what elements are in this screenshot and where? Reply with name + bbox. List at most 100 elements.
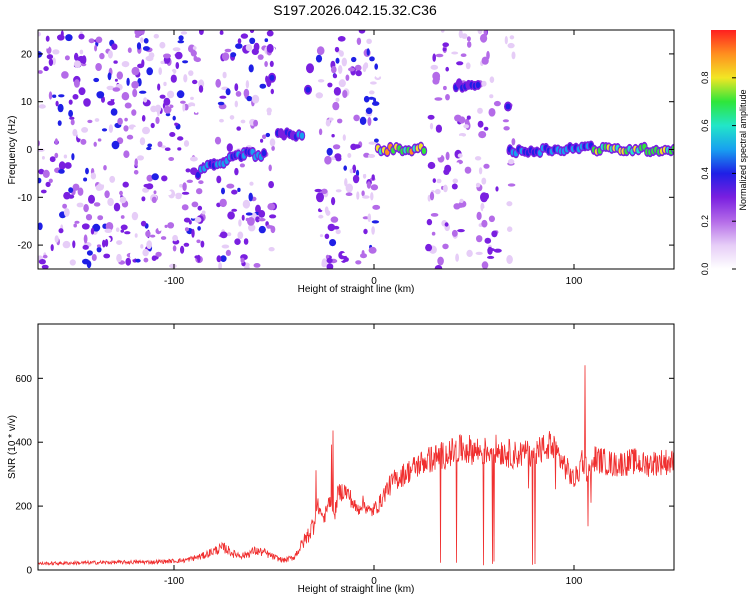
spectrogram-noise-cell [194, 255, 200, 259]
spectrogram-noise-cell [68, 187, 74, 194]
spectrogram-noise-cell [113, 202, 121, 212]
spectrogram-noise-cell [41, 236, 48, 242]
spectrogram-noise-cell [483, 126, 489, 131]
spectrogram-noise-cell [139, 90, 147, 94]
spectrogram-noise-cell [464, 166, 472, 174]
spectrogram-noise-cell [153, 33, 159, 39]
spectrogram-blob-core [307, 65, 313, 72]
colorbar-tick-label: 0.0 [700, 263, 710, 276]
spectrogram-noise-cell [249, 37, 256, 44]
spectrogram-noise-cell [69, 259, 76, 266]
spectrogram-noise-cell [335, 189, 342, 193]
spectrogram-noise-cell [159, 41, 166, 49]
spectrogram-noise-cell [370, 81, 377, 85]
colorbar-axis: 0.0 0.2 0.4 0.6 0.8 [700, 72, 736, 276]
spectrogram-noise-cell [155, 116, 160, 124]
spectrogram-noise-cell [95, 36, 103, 44]
spectrogram-noise-cell [57, 34, 65, 41]
spectrogram-noise-cell [167, 90, 175, 99]
spectrogram-noise-cell [234, 83, 239, 92]
spectrogram-noise-cell [116, 193, 121, 201]
spectrogram-noise-cell [219, 198, 227, 208]
spectrogram-noise-cell [151, 173, 159, 181]
spectrogram-noise-cell [334, 153, 342, 160]
spectrogram-noise-cell [83, 177, 88, 182]
spectrogram-noise-cell [190, 96, 194, 100]
spectrogram-noise-cell [480, 33, 488, 43]
spectrogram-noise-cell [266, 224, 272, 229]
spectrogram-noise-cell [475, 251, 483, 255]
spectrogram-heatmap [38, 30, 674, 269]
spectrogram-noise-cell [137, 123, 142, 128]
spectrogram-noise-cell [268, 247, 275, 252]
spectrogram-noise-cell [94, 44, 98, 52]
spectrogram-noise-cell [249, 30, 255, 33]
spectrogram-noise-cell [237, 187, 241, 192]
spectrogram-noise-cell [181, 204, 189, 211]
spectrogram-noise-cell [363, 95, 370, 103]
spectrogram-noise-cell [146, 240, 153, 250]
spectrogram-noise-cell [167, 222, 175, 229]
spectrogram-noise-cell [91, 254, 97, 261]
spectrogram-noise-cell [268, 164, 272, 172]
spectrogram-noise-cell [116, 253, 122, 263]
spectrogram-y-tick-label: -20 [18, 241, 33, 252]
spectrogram-noise-cell [245, 212, 253, 216]
spectrogram-noise-cell [82, 244, 89, 250]
spectrogram-noise-cell [488, 180, 493, 184]
spectrogram-noise-cell [356, 37, 362, 45]
spectrogram-noise-cell [121, 92, 130, 101]
spectrogram-noise-cell [319, 112, 327, 122]
spectrogram-noise-cell [259, 261, 265, 266]
spectrogram-noise-cell [466, 249, 473, 257]
spectrogram-noise-cell [234, 238, 241, 245]
spectrogram-noise-cell [352, 174, 360, 184]
spectrogram-noise-cell [217, 101, 225, 106]
spectrogram-noise-cell [192, 46, 197, 50]
spectrogram-noise-cell [216, 255, 222, 263]
spectrogram-noise-cell [158, 223, 162, 232]
spectrogram-noise-cell [54, 235, 59, 243]
spectrogram-noise-cell [129, 193, 137, 198]
spectrogram-noise-cell [190, 214, 197, 219]
spectrogram-noise-cell [511, 51, 516, 60]
colorbar: 0.0 0.2 0.4 0.6 0.8 Normalized spectral ampl… [700, 30, 748, 275]
spectrogram-noise-cell [319, 234, 324, 238]
spectrogram-noise-cell [38, 70, 43, 74]
spectrogram-noise-cell [163, 81, 167, 87]
spectrogram-noise-cell [235, 43, 243, 49]
spectrogram-noise-cell [159, 94, 166, 99]
spectrogram-noise-cell [52, 57, 56, 66]
spectrogram-noise-cell [191, 228, 195, 238]
spectrogram-noise-cell [73, 79, 80, 88]
spectrogram-noise-cell [259, 83, 267, 89]
spectrogram-noise-cell [214, 136, 222, 145]
spectrogram-noise-cell [143, 38, 149, 44]
spectrogram-noise-cell [351, 56, 357, 63]
spectrogram-noise-cell [247, 217, 255, 226]
spectrogram-noise-cell [371, 174, 375, 181]
spectrogram-noise-cell [58, 161, 66, 170]
spectrogram-noise-cell [487, 255, 495, 259]
spectrogram-noise-cell [342, 90, 348, 98]
spectrogram-noise-cell [348, 67, 355, 72]
spectrogram-noise-cell [445, 66, 450, 72]
spectrogram-noise-cell [142, 46, 150, 51]
spectrogram-noise-cell [70, 119, 75, 126]
spectrogram-noise-cell [175, 192, 183, 198]
spectrogram-noise-cell [507, 42, 515, 49]
spectrogram-noise-cell [180, 100, 186, 104]
spectrogram-noise-cell [438, 140, 444, 147]
spectrogram-noise-cell [337, 36, 346, 42]
snr-y-tick-label: 600 [15, 374, 32, 385]
spectrogram-noise-cell [265, 75, 269, 83]
spectrogram-noise-cell [95, 63, 102, 71]
spectrogram-noise-cell [248, 64, 254, 73]
spectrogram-noise-cell [315, 54, 323, 63]
spectrogram-noise-cell [266, 107, 272, 114]
spectrogram-noise-cell [90, 172, 97, 180]
spectrogram-noise-cell [458, 116, 466, 124]
spectrogram-noise-cell [315, 92, 323, 99]
spectrogram-noise-cell [172, 115, 176, 121]
spectrogram-noise-cell [504, 36, 508, 45]
